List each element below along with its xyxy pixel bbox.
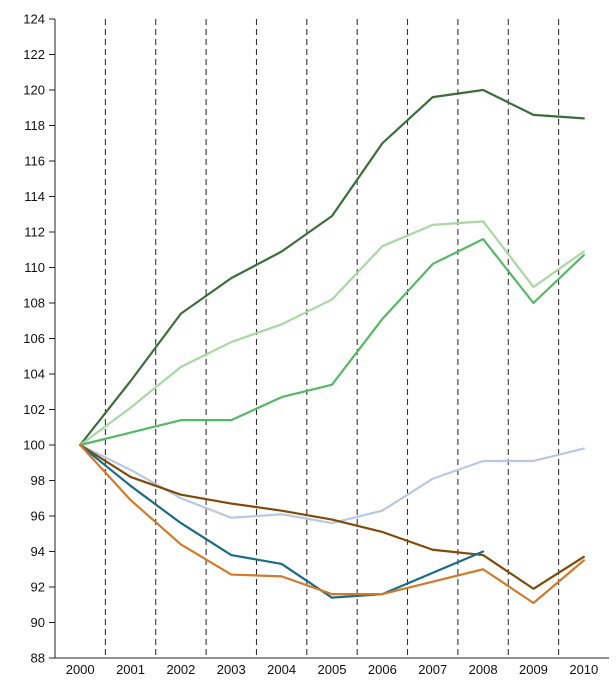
- y-tick-label: 120: [23, 83, 45, 98]
- y-tick-label: 122: [23, 47, 45, 62]
- x-tick-label: 2008: [469, 662, 498, 677]
- y-tick-label: 90: [31, 615, 45, 630]
- series-line-2: [79, 220, 585, 447]
- y-tick-label: 88: [31, 651, 45, 666]
- y-tick-label: 92: [31, 580, 45, 595]
- x-axis-ticks: 2000 2001 2002 2003 2004 2005 2006 2007 2008 2009…: [66, 662, 599, 677]
- y-tick-label: 94: [31, 544, 45, 559]
- y-tick-label: 104: [23, 367, 45, 382]
- x-tick-label: 2000: [66, 662, 95, 677]
- x-tick-label: 2010: [569, 662, 598, 677]
- y-tick-label: 96: [31, 509, 45, 524]
- series-line-3: [79, 238, 585, 447]
- x-tick-label: 2005: [318, 662, 347, 677]
- vertical-grid: [104, 19, 560, 658]
- x-tick-label: 2001: [116, 662, 145, 677]
- x-tick-label: 2004: [267, 662, 296, 677]
- y-axis-ticks: 88 90 92 94 96 98 100 102 104 106 108 110 112 114 116 1…: [23, 12, 55, 666]
- y-tick-label: 100: [23, 438, 45, 453]
- y-tick-label: 114: [24, 189, 45, 204]
- series-line-1: [79, 88, 585, 447]
- y-tick-label: 110: [24, 260, 45, 275]
- x-tick-label: 2006: [368, 662, 397, 677]
- y-tick-label: 116: [24, 154, 45, 169]
- series-lines: [79, 88, 585, 605]
- x-tick-label: 2007: [418, 662, 447, 677]
- y-tick-label: 112: [24, 225, 45, 240]
- series-line-6: [79, 443, 485, 599]
- y-tick-label: 118: [24, 118, 45, 133]
- y-tick-label: 106: [23, 331, 45, 346]
- series-line-7: [79, 443, 585, 605]
- y-tick-label: 102: [23, 402, 45, 417]
- y-tick-label: 98: [31, 473, 45, 488]
- x-tick-label: 2002: [166, 662, 195, 677]
- x-tick-label: 2003: [217, 662, 246, 677]
- y-tick-label: 124: [23, 12, 45, 27]
- series-line-5: [79, 443, 585, 590]
- y-tick-label: 108: [23, 296, 45, 311]
- x-tick-label: 2009: [519, 662, 548, 677]
